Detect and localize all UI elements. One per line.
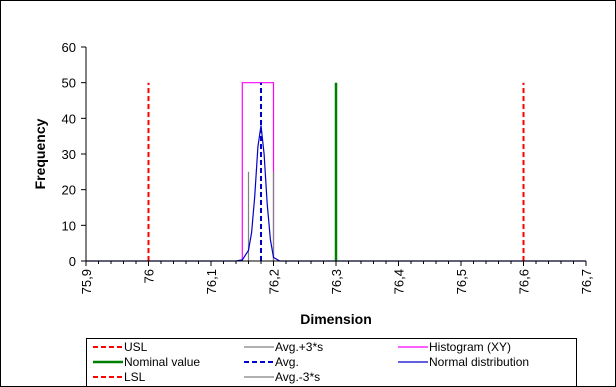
legend-label-nominal-value: Nominal value	[124, 355, 200, 369]
legend-box	[86, 338, 577, 387]
x-tick-label: 76,7	[579, 269, 594, 294]
legend-label-avg-3-s: Avg.-3*s	[275, 370, 320, 384]
legend-label-usl: USL	[124, 340, 148, 354]
y-axis-title: Frequency	[32, 118, 48, 189]
y-tick-label: 0	[69, 254, 76, 269]
x-tick-label: 76,1	[204, 269, 219, 294]
y-tick-label: 10	[62, 218, 76, 233]
x-tick-label: 76,4	[392, 269, 407, 294]
y-tick-label: 40	[62, 111, 76, 126]
plot-area	[86, 82, 586, 262]
y-tick-label: 20	[62, 183, 76, 198]
legend-label-lsl: LSL	[124, 370, 146, 384]
y-tick-label: 60	[62, 40, 76, 55]
x-axis-title: Dimension	[300, 311, 372, 327]
x-tick-label: 76,5	[454, 269, 469, 294]
legend-label-normal-distribution: Normal distribution	[429, 355, 529, 369]
y-tick-label: 50	[62, 76, 76, 91]
x-tick-label: 76,2	[267, 269, 282, 294]
legend-label-avg-3-s: Avg.+3*s	[275, 340, 323, 354]
x-tick-label: 76,6	[517, 269, 532, 294]
x-tick-label: 76	[142, 269, 157, 283]
legend-label-histogram-xy: Histogram (XY)	[429, 340, 511, 354]
y-axis-ticks: 0 10 20 30 40 50 60	[62, 40, 86, 269]
series-normal-distribution	[86, 125, 586, 262]
x-tick-label: 76,3	[329, 269, 344, 294]
y-tick-label: 30	[62, 147, 76, 162]
x-tick-label: 75,9	[79, 269, 94, 294]
legend-label-avg: Avg.	[275, 355, 299, 369]
